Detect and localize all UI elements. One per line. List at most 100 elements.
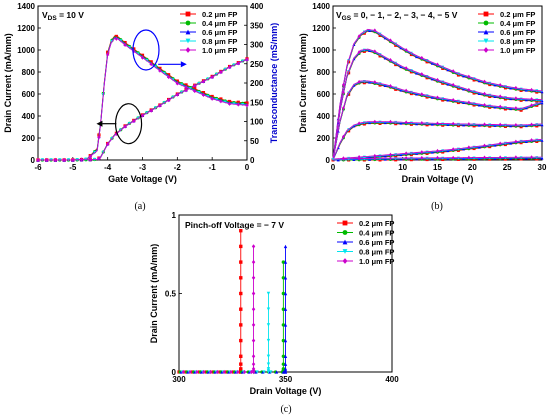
data-point (467, 87, 471, 92)
data-point (420, 120, 424, 125)
data-point (281, 260, 286, 264)
x-tick-label: 15 (433, 163, 442, 172)
data-point (420, 155, 424, 160)
legend-marker (185, 20, 191, 26)
y-tick-label: 200 (22, 134, 36, 143)
data-point (373, 156, 377, 161)
data-point (514, 96, 518, 101)
data-point (210, 74, 214, 80)
data-point (123, 42, 127, 47)
data-point (467, 100, 471, 105)
y-axis-title: Drain Current (mA/mm) (149, 244, 159, 344)
data-point (281, 291, 286, 296)
data-point (97, 156, 101, 161)
data-point (420, 55, 424, 60)
legend-label: 0.2 μm FP (500, 10, 535, 19)
y2-tick-label: 250 (250, 60, 264, 69)
annotation-sub: GS (342, 15, 352, 22)
data-point (236, 102, 240, 107)
y2-tick-label: 200 (250, 79, 264, 88)
data-point (114, 36, 118, 41)
data-point (88, 154, 92, 159)
annotation-main: V (336, 10, 342, 20)
iv-curve-markers (336, 49, 544, 125)
data-point (239, 354, 243, 358)
data-point (274, 370, 279, 374)
data-point (184, 88, 188, 93)
gm-series-markers (36, 36, 249, 163)
data-point (262, 370, 266, 374)
data-point (420, 72, 424, 77)
data-point (215, 369, 219, 375)
data-point (404, 151, 408, 156)
data-point (239, 229, 243, 233)
data-point (341, 134, 345, 139)
data-point (540, 99, 544, 103)
data-point (251, 366, 256, 372)
data-point (106, 142, 110, 147)
data-point (239, 276, 243, 280)
data-point (373, 80, 377, 85)
x-tick-label: -4 (104, 163, 112, 172)
data-point (53, 157, 58, 163)
data-point (420, 92, 424, 97)
legend-label: 1.0 μm FP (500, 46, 535, 55)
data-point (436, 121, 439, 126)
data-point (283, 244, 288, 249)
data-point (251, 275, 256, 280)
legend-label: 0.6 μm FP (202, 28, 237, 37)
data-point (451, 82, 455, 87)
data-point (239, 338, 243, 343)
iv-curve-line (332, 122, 543, 161)
data-point (222, 369, 226, 375)
legend-label: 0.8 μm FP (359, 248, 394, 257)
data-point (249, 369, 254, 375)
legend-label: 0.4 μm FP (500, 19, 535, 28)
annotation: VGS = 0, − 1, − 2, − 3, − 4, − 5 V (336, 10, 458, 22)
legend-marker (483, 38, 489, 44)
data-point (266, 338, 271, 343)
data-point (498, 94, 502, 99)
data-point (498, 141, 502, 146)
legend-marker (185, 47, 191, 53)
data-point (357, 34, 361, 39)
data-point (436, 77, 439, 82)
data-point (208, 369, 213, 375)
legend-marker (342, 239, 348, 245)
y-axis-title: Drain Current (mA/mm) (3, 33, 13, 133)
x-axis-title: Gate Voltage (V) (108, 174, 177, 184)
data-point (283, 260, 288, 264)
legend-label: 0.4 μm FP (202, 19, 237, 28)
iv-curve-line (332, 122, 543, 161)
iv-curve-line (332, 80, 543, 160)
current-series-markers (40, 59, 245, 162)
data-point (451, 155, 455, 160)
iv-curve-markers (341, 119, 534, 139)
data-point (123, 124, 127, 129)
legend-marker (342, 258, 348, 264)
breakdown-markers (251, 244, 256, 375)
data-point (514, 155, 518, 160)
iv-curve-markers (341, 49, 534, 102)
data-point (283, 291, 288, 296)
legend-label: 0.6 μm FP (359, 238, 394, 247)
data-point (219, 70, 223, 75)
legend-label: 0.8 μm FP (202, 37, 237, 46)
y-tick-label: 1000 (17, 46, 35, 55)
data-point (483, 91, 487, 96)
data-point (236, 369, 240, 375)
data-point (281, 367, 286, 371)
data-point (158, 68, 162, 73)
data-point (239, 367, 243, 371)
data-point (373, 153, 377, 158)
data-point (251, 322, 256, 328)
data-point (373, 119, 377, 124)
y2-tick-label: 100 (250, 118, 264, 127)
legend: 0.2 μm FP0.4 μm FP0.6 μm FP0.8 μm FP1.0 … (478, 10, 535, 55)
data-point (132, 118, 136, 124)
data-point (493, 123, 497, 127)
breakdown-markers (281, 260, 286, 374)
data-point (467, 122, 471, 127)
data-point (493, 143, 497, 147)
data-point (373, 49, 377, 54)
